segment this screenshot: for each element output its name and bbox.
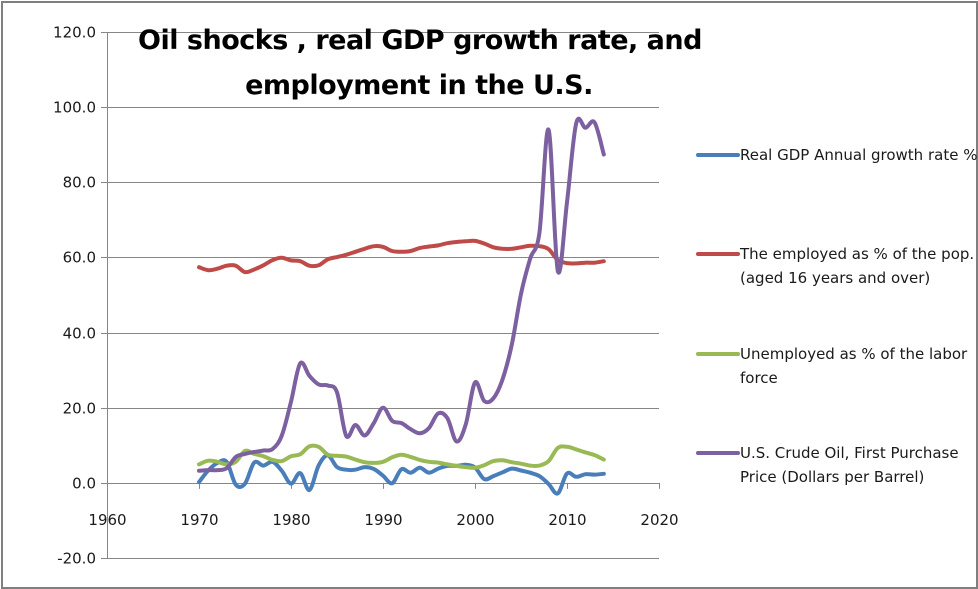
x-tick-label: 2010 xyxy=(548,511,586,529)
x-tick-label: 1970 xyxy=(180,511,218,529)
x-tick-label: 2000 xyxy=(456,511,494,529)
series-line-employed xyxy=(197,238,606,275)
y-tick-label: 120.0 xyxy=(53,24,96,42)
x-tick-label: 1990 xyxy=(364,511,402,529)
y-tick-label: -20.0 xyxy=(57,550,96,568)
y-tick-label: 80.0 xyxy=(63,174,96,192)
y-tick-label: 20.0 xyxy=(63,400,96,418)
series-line-crude-oil xyxy=(197,116,606,473)
legend-swatch-gdp xyxy=(696,153,740,157)
series-line-gdp-growth xyxy=(197,453,606,496)
legend-swatch-crude-oil xyxy=(696,451,740,455)
chart-title-line-2: employment in the U.S. xyxy=(245,70,593,101)
gridlines xyxy=(101,32,660,559)
chart-title: Oil shocks , real GDP growth rate, and e… xyxy=(138,25,702,101)
legend-label-unemployed: Unemployed as % of the labor force xyxy=(740,345,968,387)
series-lines xyxy=(197,116,606,496)
y-tick-label: 40.0 xyxy=(63,325,96,343)
series-line-unemployed xyxy=(197,443,606,470)
x-tick-label: 1980 xyxy=(272,511,310,529)
y-tick-label: 0.0 xyxy=(72,475,96,493)
y-tick-label: 60.0 xyxy=(63,249,96,267)
legend-label-crude-oil: U.S. Crude Oil, First Purchase Price (Do… xyxy=(740,444,959,486)
x-tick-label: 2020 xyxy=(640,511,678,529)
x-tick-labels: 1960 1970 1980 1990 2000 2010 2020 xyxy=(88,511,678,529)
y-tick-label: 100.0 xyxy=(53,99,96,117)
x-tick-label: 1960 xyxy=(88,511,126,529)
y-tick-labels: -20.0 0.0 20.0 40.0 60.0 80.0 100.0 120.0 xyxy=(53,24,96,568)
chart-title-line-1: Oil shocks , real GDP growth rate, and xyxy=(138,25,702,56)
legend-label-employed: The employed as % of the pop. (aged 16 y… xyxy=(740,245,975,287)
legend-swatch-unemployed xyxy=(696,352,740,356)
legend-label-gdp: Real GDP Annual growth rate % xyxy=(740,146,978,164)
legend-swatch-employed xyxy=(696,252,740,256)
axes xyxy=(101,32,659,558)
